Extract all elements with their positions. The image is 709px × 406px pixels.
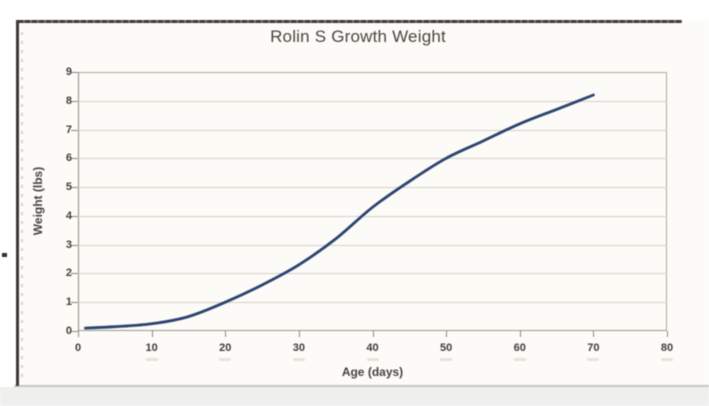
- chart-title: Rolin S Growth Weight: [270, 27, 446, 46]
- x-axis-tick: [519, 331, 521, 337]
- y-axis-tick: [71, 129, 78, 131]
- x-axis-tick: [667, 331, 668, 337]
- y-gridline: [78, 158, 667, 160]
- x-axis-tick: [78, 331, 79, 337]
- y-gridline: [78, 100, 667, 102]
- y-tick-label: 6: [65, 152, 72, 165]
- x-tick-label: 0: [74, 342, 82, 354]
- x-tick-label: 30: [292, 342, 305, 354]
- y-axis-tick: [71, 158, 78, 160]
- scan-ghost-mark: [366, 358, 379, 361]
- scan-ghost-mark: [219, 358, 232, 361]
- x-tick-label: 60: [513, 342, 526, 354]
- x-axis-tick: [372, 331, 374, 337]
- y-axis-tick: [71, 302, 78, 304]
- page-bottom-strip: [0, 387, 709, 406]
- x-axis-tick: [151, 331, 153, 337]
- x-axis-tick: [225, 331, 227, 337]
- growth-weight-curve: [84, 93, 595, 330]
- y-axis-tick: [71, 72, 78, 73]
- scan-ghost-mark: [440, 358, 453, 361]
- scan-border-left: [16, 20, 19, 386]
- y-gridline: [78, 215, 667, 217]
- x-tick-label: 40: [366, 342, 379, 354]
- y-tick-label: 5: [65, 181, 72, 194]
- scan-ghost-mark: [661, 358, 673, 361]
- y-gridline: [78, 244, 667, 246]
- y-tick-label: 1: [65, 296, 72, 309]
- y-axis-tick: [71, 187, 78, 189]
- y-gridline: [78, 187, 667, 189]
- scan-ghost-mark: [292, 358, 305, 361]
- y-tick-label: 0: [65, 325, 72, 337]
- y-tick-label: 7: [65, 123, 72, 136]
- y-gridline: [78, 273, 667, 275]
- y-axis-title-text: Weight (lbs): [31, 166, 45, 236]
- x-axis-tick: [446, 331, 448, 337]
- x-axis-tick: [298, 331, 300, 337]
- scan-ghost-mark: [513, 358, 526, 361]
- y-axis-tick: [71, 244, 78, 246]
- scan-ghost-mark: [145, 358, 158, 361]
- scan-bottom-rule: [14, 385, 709, 387]
- y-tick-label: 4: [65, 209, 72, 222]
- x-axis-tick: [593, 331, 595, 337]
- x-tick-label: 10: [145, 342, 158, 354]
- x-tick-label: 70: [587, 342, 600, 354]
- x-axis-title: Age (days): [341, 365, 404, 379]
- y-tick-label: 8: [65, 94, 72, 107]
- plot-area: [78, 72, 667, 331]
- scan-border-top: [16, 20, 682, 23]
- scan-artifact-dotted-column: [21, 32, 23, 382]
- x-tick-label: 80: [660, 342, 674, 354]
- y-axis-tick: [71, 331, 78, 332]
- y-gridline: [78, 302, 667, 304]
- y-tick-label: 9: [65, 66, 72, 78]
- y-gridline: [78, 129, 667, 131]
- scan-artifact-dot: [2, 253, 7, 257]
- y-tick-label: 3: [65, 238, 72, 251]
- y-axis-tick: [71, 215, 78, 217]
- x-tick-label: 20: [219, 342, 232, 354]
- y-axis-tick: [71, 100, 78, 102]
- y-tick-label: 2: [65, 267, 72, 280]
- x-tick-label: 50: [440, 342, 453, 354]
- weight-curve-plot: [84, 93, 595, 330]
- y-axis-tick: [71, 273, 78, 275]
- scan-ghost-mark: [587, 358, 600, 361]
